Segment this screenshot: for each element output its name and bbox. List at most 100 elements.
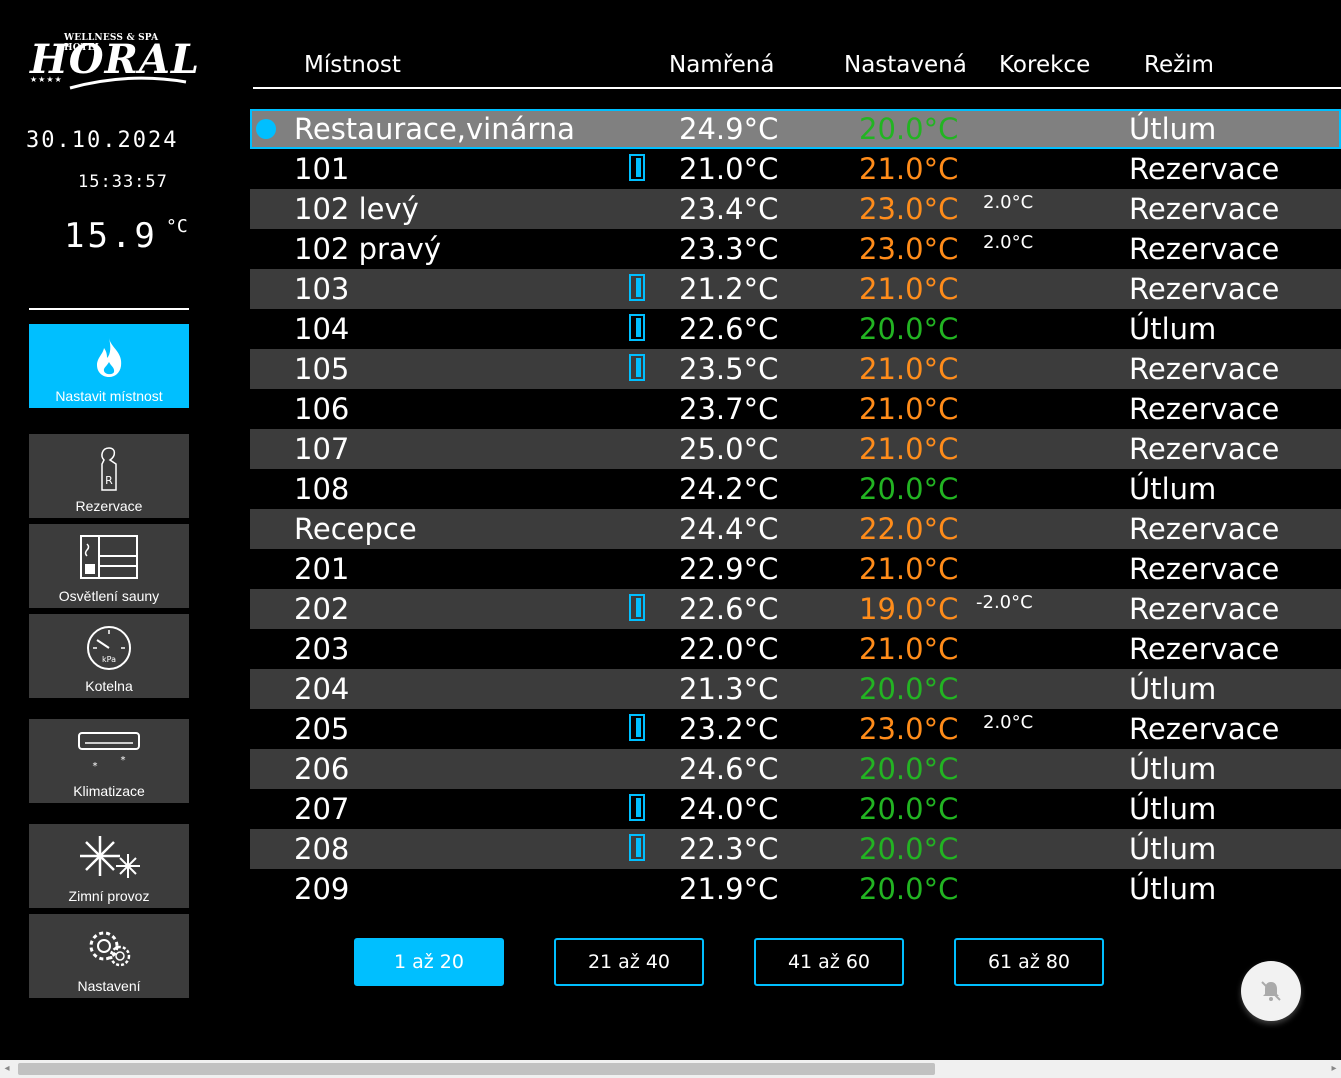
- setpoint-temperature: 20.0°C: [859, 872, 959, 906]
- setpoint-temperature: 23.0°C: [859, 232, 959, 266]
- scroll-right-icon[interactable]: ▸: [1331, 1063, 1337, 1074]
- measured-temperature: 23.7°C: [679, 392, 779, 426]
- air-conditioner-icon: * *: [78, 732, 140, 772]
- measured-temperature: 22.6°C: [679, 312, 779, 346]
- room-name: Recepce: [294, 512, 417, 546]
- room-mode: Útlum: [1129, 112, 1217, 146]
- temperature-correction: 2.0°C: [983, 232, 1034, 253]
- scrollbar-thumb[interactable]: [18, 1063, 935, 1075]
- sidebar-divider: [29, 308, 189, 310]
- room-name: 106: [294, 392, 350, 426]
- page-button-61-80[interactable]: 61 až 80: [954, 938, 1104, 986]
- room-mode: Rezervace: [1129, 632, 1280, 666]
- nav-klimatizace-button[interactable]: * * Klimatizace: [29, 719, 189, 803]
- room-name: 103: [294, 272, 350, 306]
- table-row[interactable]: 209 21.9°C 20.0°C Útlum: [250, 869, 1341, 909]
- room-mode: Rezervace: [1129, 272, 1280, 306]
- svg-text:*: *: [121, 755, 126, 766]
- table-row[interactable]: 107 25.0°C 21.0°C Rezervace: [250, 429, 1341, 469]
- table-row[interactable]: 205 23.2°C 23.0°C 2.0°C Rezervace: [250, 709, 1341, 749]
- temperature-correction: 2.0°C: [983, 712, 1034, 733]
- page-button-1-20[interactable]: 1 až 20: [354, 938, 504, 986]
- room-name: 202: [294, 592, 350, 626]
- measured-temperature: 22.6°C: [679, 592, 779, 626]
- open-window-icon: [629, 314, 645, 341]
- table-row[interactable]: 201 22.9°C 21.0°C Rezervace: [250, 549, 1341, 589]
- open-window-icon: [629, 834, 645, 861]
- room-name: 101: [294, 152, 350, 186]
- scroll-left-icon[interactable]: ◂: [4, 1063, 10, 1074]
- nav-nastaveni-button[interactable]: Nastavení: [29, 914, 189, 998]
- page-button-21-40[interactable]: 21 až 40: [554, 938, 704, 986]
- open-window-icon: [629, 714, 645, 741]
- setpoint-temperature: 19.0°C: [859, 592, 959, 626]
- current-date: 30.10.2024: [26, 128, 179, 153]
- nav-label: Klimatizace: [73, 783, 145, 799]
- nav-rezervace-button[interactable]: R Rezervace: [29, 434, 189, 518]
- room-mode: Útlum: [1129, 312, 1217, 346]
- setpoint-temperature: 21.0°C: [859, 632, 959, 666]
- logo-stars: ★★★★: [30, 75, 63, 84]
- room-name: Restaurace,vinárna: [294, 112, 575, 146]
- measured-temperature: 21.9°C: [679, 872, 779, 906]
- room-mode: Rezervace: [1129, 192, 1280, 226]
- room-mode: Útlum: [1129, 872, 1217, 906]
- measured-temperature: 21.0°C: [679, 152, 779, 186]
- room-name: 104: [294, 312, 350, 346]
- table-row[interactable]: 102 pravý 23.3°C 23.0°C 2.0°C Rezervace: [250, 229, 1341, 269]
- header-mode: Režim: [1144, 52, 1214, 78]
- room-name: 209: [294, 872, 350, 906]
- setpoint-temperature: 20.0°C: [859, 792, 959, 826]
- table-row[interactable]: 202 22.6°C 19.0°C -2.0°C Rezervace: [250, 589, 1341, 629]
- room-name: 204: [294, 672, 350, 706]
- setpoint-temperature: 21.0°C: [859, 432, 959, 466]
- measured-temperature: 23.5°C: [679, 352, 779, 386]
- table-row[interactable]: 106 23.7°C 21.0°C Rezervace: [250, 389, 1341, 429]
- setpoint-temperature: 20.0°C: [859, 672, 959, 706]
- table-row[interactable]: Recepce 24.4°C 22.0°C Rezervace: [250, 509, 1341, 549]
- table-row[interactable]: 208 22.3°C 20.0°C Útlum: [250, 829, 1341, 869]
- room-mode: Útlum: [1129, 472, 1217, 506]
- horizontal-scrollbar[interactable]: ◂ ▸: [0, 1060, 1341, 1078]
- table-row[interactable]: 108 24.2°C 20.0°C Útlum: [250, 469, 1341, 509]
- nav-osvetleni-sauny-button[interactable]: Osvětlení sauny: [29, 524, 189, 608]
- nav-nastavit-mistnost-button[interactable]: Nastavit místnost: [29, 324, 189, 408]
- measured-temperature: 24.4°C: [679, 512, 779, 546]
- table-row[interactable]: 102 levý 23.4°C 23.0°C 2.0°C Rezervace: [250, 189, 1341, 229]
- room-mode: Rezervace: [1129, 512, 1280, 546]
- table-row[interactable]: 105 23.5°C 21.0°C Rezervace: [250, 349, 1341, 389]
- room-mode: Rezervace: [1129, 152, 1280, 186]
- table-row[interactable]: 104 22.6°C 20.0°C Útlum: [250, 309, 1341, 349]
- nav-kotelna-button[interactable]: kPa Kotelna: [29, 614, 189, 698]
- table-row[interactable]: 207 24.0°C 20.0°C Útlum: [250, 789, 1341, 829]
- room-name: 207: [294, 792, 350, 826]
- table-row[interactable]: 103 21.2°C 21.0°C Rezervace: [250, 269, 1341, 309]
- table-row[interactable]: 101 21.0°C 21.0°C Rezervace: [250, 149, 1341, 189]
- header-setpoint: Nastavená: [844, 52, 967, 78]
- setpoint-temperature: 23.0°C: [859, 192, 959, 226]
- nav-zimni-provoz-button[interactable]: Zimní provoz: [29, 824, 189, 908]
- setpoint-temperature: 22.0°C: [859, 512, 959, 546]
- mute-alarm-button[interactable]: [1241, 961, 1301, 1021]
- table-row[interactable]: 204 21.3°C 20.0°C Útlum: [250, 669, 1341, 709]
- measured-temperature: 22.0°C: [679, 632, 779, 666]
- room-name: 105: [294, 352, 350, 386]
- setpoint-temperature: 21.0°C: [859, 152, 959, 186]
- measured-temperature: 24.2°C: [679, 472, 779, 506]
- logo-tagline: WELLNESS & SPA HOTEL: [64, 33, 159, 53]
- table-row[interactable]: 206 24.6°C 20.0°C Útlum: [250, 749, 1341, 789]
- open-window-icon: [629, 794, 645, 821]
- svg-text:kPa: kPa: [102, 655, 116, 664]
- door-hanger-icon: R: [101, 447, 117, 491]
- nav-label: Kotelna: [85, 678, 133, 694]
- table-row[interactable]: 203 22.0°C 21.0°C Rezervace: [250, 629, 1341, 669]
- header-room: Místnost: [304, 52, 401, 78]
- measured-temperature: 21.3°C: [679, 672, 779, 706]
- nav-label: Zimní provoz: [68, 888, 150, 904]
- table-row[interactable]: Restaurace,vinárna 24.9°C 20.0°C Útlum: [250, 109, 1341, 149]
- measured-temperature: 22.9°C: [679, 552, 779, 586]
- page-button-41-60[interactable]: 41 až 60: [754, 938, 904, 986]
- room-name: 203: [294, 632, 350, 666]
- setpoint-temperature: 21.0°C: [859, 352, 959, 386]
- measured-temperature: 23.2°C: [679, 712, 779, 746]
